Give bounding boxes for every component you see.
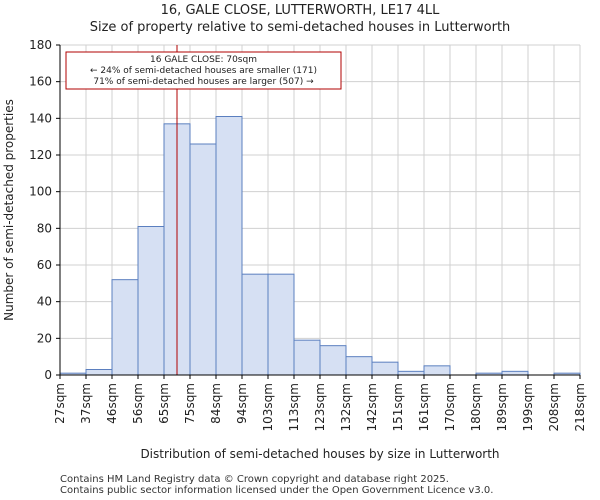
y-tick-label: 20: [37, 331, 52, 345]
histogram-bar: [293, 339, 321, 376]
y-tick-label: 0: [44, 368, 52, 382]
x-tick-label: 189sqm: [495, 383, 509, 431]
histogram-bar: [189, 143, 217, 376]
x-axis-label: Distribution of semi-detached houses by …: [140, 447, 499, 461]
footer-copyright: Contains HM Land Registry data © Crown c…: [60, 474, 449, 485]
y-tick-label: 120: [29, 148, 52, 162]
histogram-bar: [267, 273, 295, 376]
histogram-bar: [111, 279, 139, 376]
x-tick-label: 113sqm: [287, 383, 301, 431]
footer-licence: Contains public sector information licen…: [60, 485, 494, 496]
histogram-bar: [319, 345, 347, 376]
histogram-bar: [371, 361, 399, 376]
x-tick-label: 65sqm: [157, 383, 171, 424]
histogram-bar: [423, 365, 451, 376]
y-tick-label: 100: [29, 185, 52, 199]
x-tick-label: 56sqm: [131, 383, 145, 424]
x-tick-label: 84sqm: [209, 383, 223, 424]
x-tick-label: 94sqm: [235, 383, 249, 424]
x-tick-label: 170sqm: [443, 383, 457, 431]
y-axis-label: Number of semi-detached properties: [2, 99, 16, 321]
histogram-chart: 16 GALE CLOSE: 70sqm ← 24% of semi-detac…: [2, 38, 587, 461]
histogram-bar: [137, 226, 165, 376]
x-tick-label: 27sqm: [53, 383, 67, 424]
x-tick-label: 151sqm: [391, 383, 405, 431]
annotation-line-2: ← 24% of semi-detached houses are smalle…: [90, 66, 317, 76]
x-tick-label: 103sqm: [261, 383, 275, 431]
histogram-bar: [397, 370, 425, 376]
y-tick-label: 140: [29, 111, 52, 125]
x-tick-label: 161sqm: [417, 383, 431, 431]
annotation-box: 16 GALE CLOSE: 70sqm ← 24% of semi-detac…: [65, 51, 342, 90]
x-tick-label: 180sqm: [469, 383, 483, 431]
histogram-bar: [215, 116, 243, 376]
x-tick-label: 142sqm: [365, 383, 379, 431]
x-tick-labels: 27sqm 37sqm 46sqm 56sqm 65sqm 75sqm 84sqm 94sqm…: [53, 375, 587, 431]
chart-title-address: 16, GALE CLOSE, LUTTERWORTH, LE17 4LL: [160, 3, 440, 18]
histogram-bar: [241, 273, 269, 376]
y-tick-labels: 0 20 40 60 80 100 120 140 160 180: [29, 38, 60, 382]
x-tick-label: 37sqm: [79, 383, 93, 424]
x-tick-label: 218sqm: [573, 383, 587, 431]
annotation-line-1: 16 GALE CLOSE: 70sqm: [150, 55, 257, 65]
x-tick-label: 46sqm: [105, 383, 119, 424]
y-tick-label: 80: [37, 221, 52, 235]
annotation-box-border: [65, 51, 342, 90]
chart-title-subtitle: Size of property relative to semi-detach…: [89, 20, 511, 35]
y-tick-label: 40: [37, 295, 52, 309]
annotation-line-3: 71% of semi-detached houses are larger (…: [93, 77, 314, 87]
x-tick-label: 199sqm: [521, 383, 535, 431]
histogram-bar: [501, 370, 529, 376]
y-tick-label: 180: [29, 38, 52, 52]
y-tick-label: 160: [29, 75, 52, 89]
x-tick-label: 132sqm: [339, 383, 353, 431]
x-tick-label: 123sqm: [313, 383, 327, 431]
x-tick-label: 208sqm: [547, 383, 561, 431]
x-tick-label: 75sqm: [183, 383, 197, 424]
histogram-bar: [85, 369, 113, 376]
y-tick-label: 60: [37, 258, 52, 272]
histogram-bar: [345, 356, 373, 376]
